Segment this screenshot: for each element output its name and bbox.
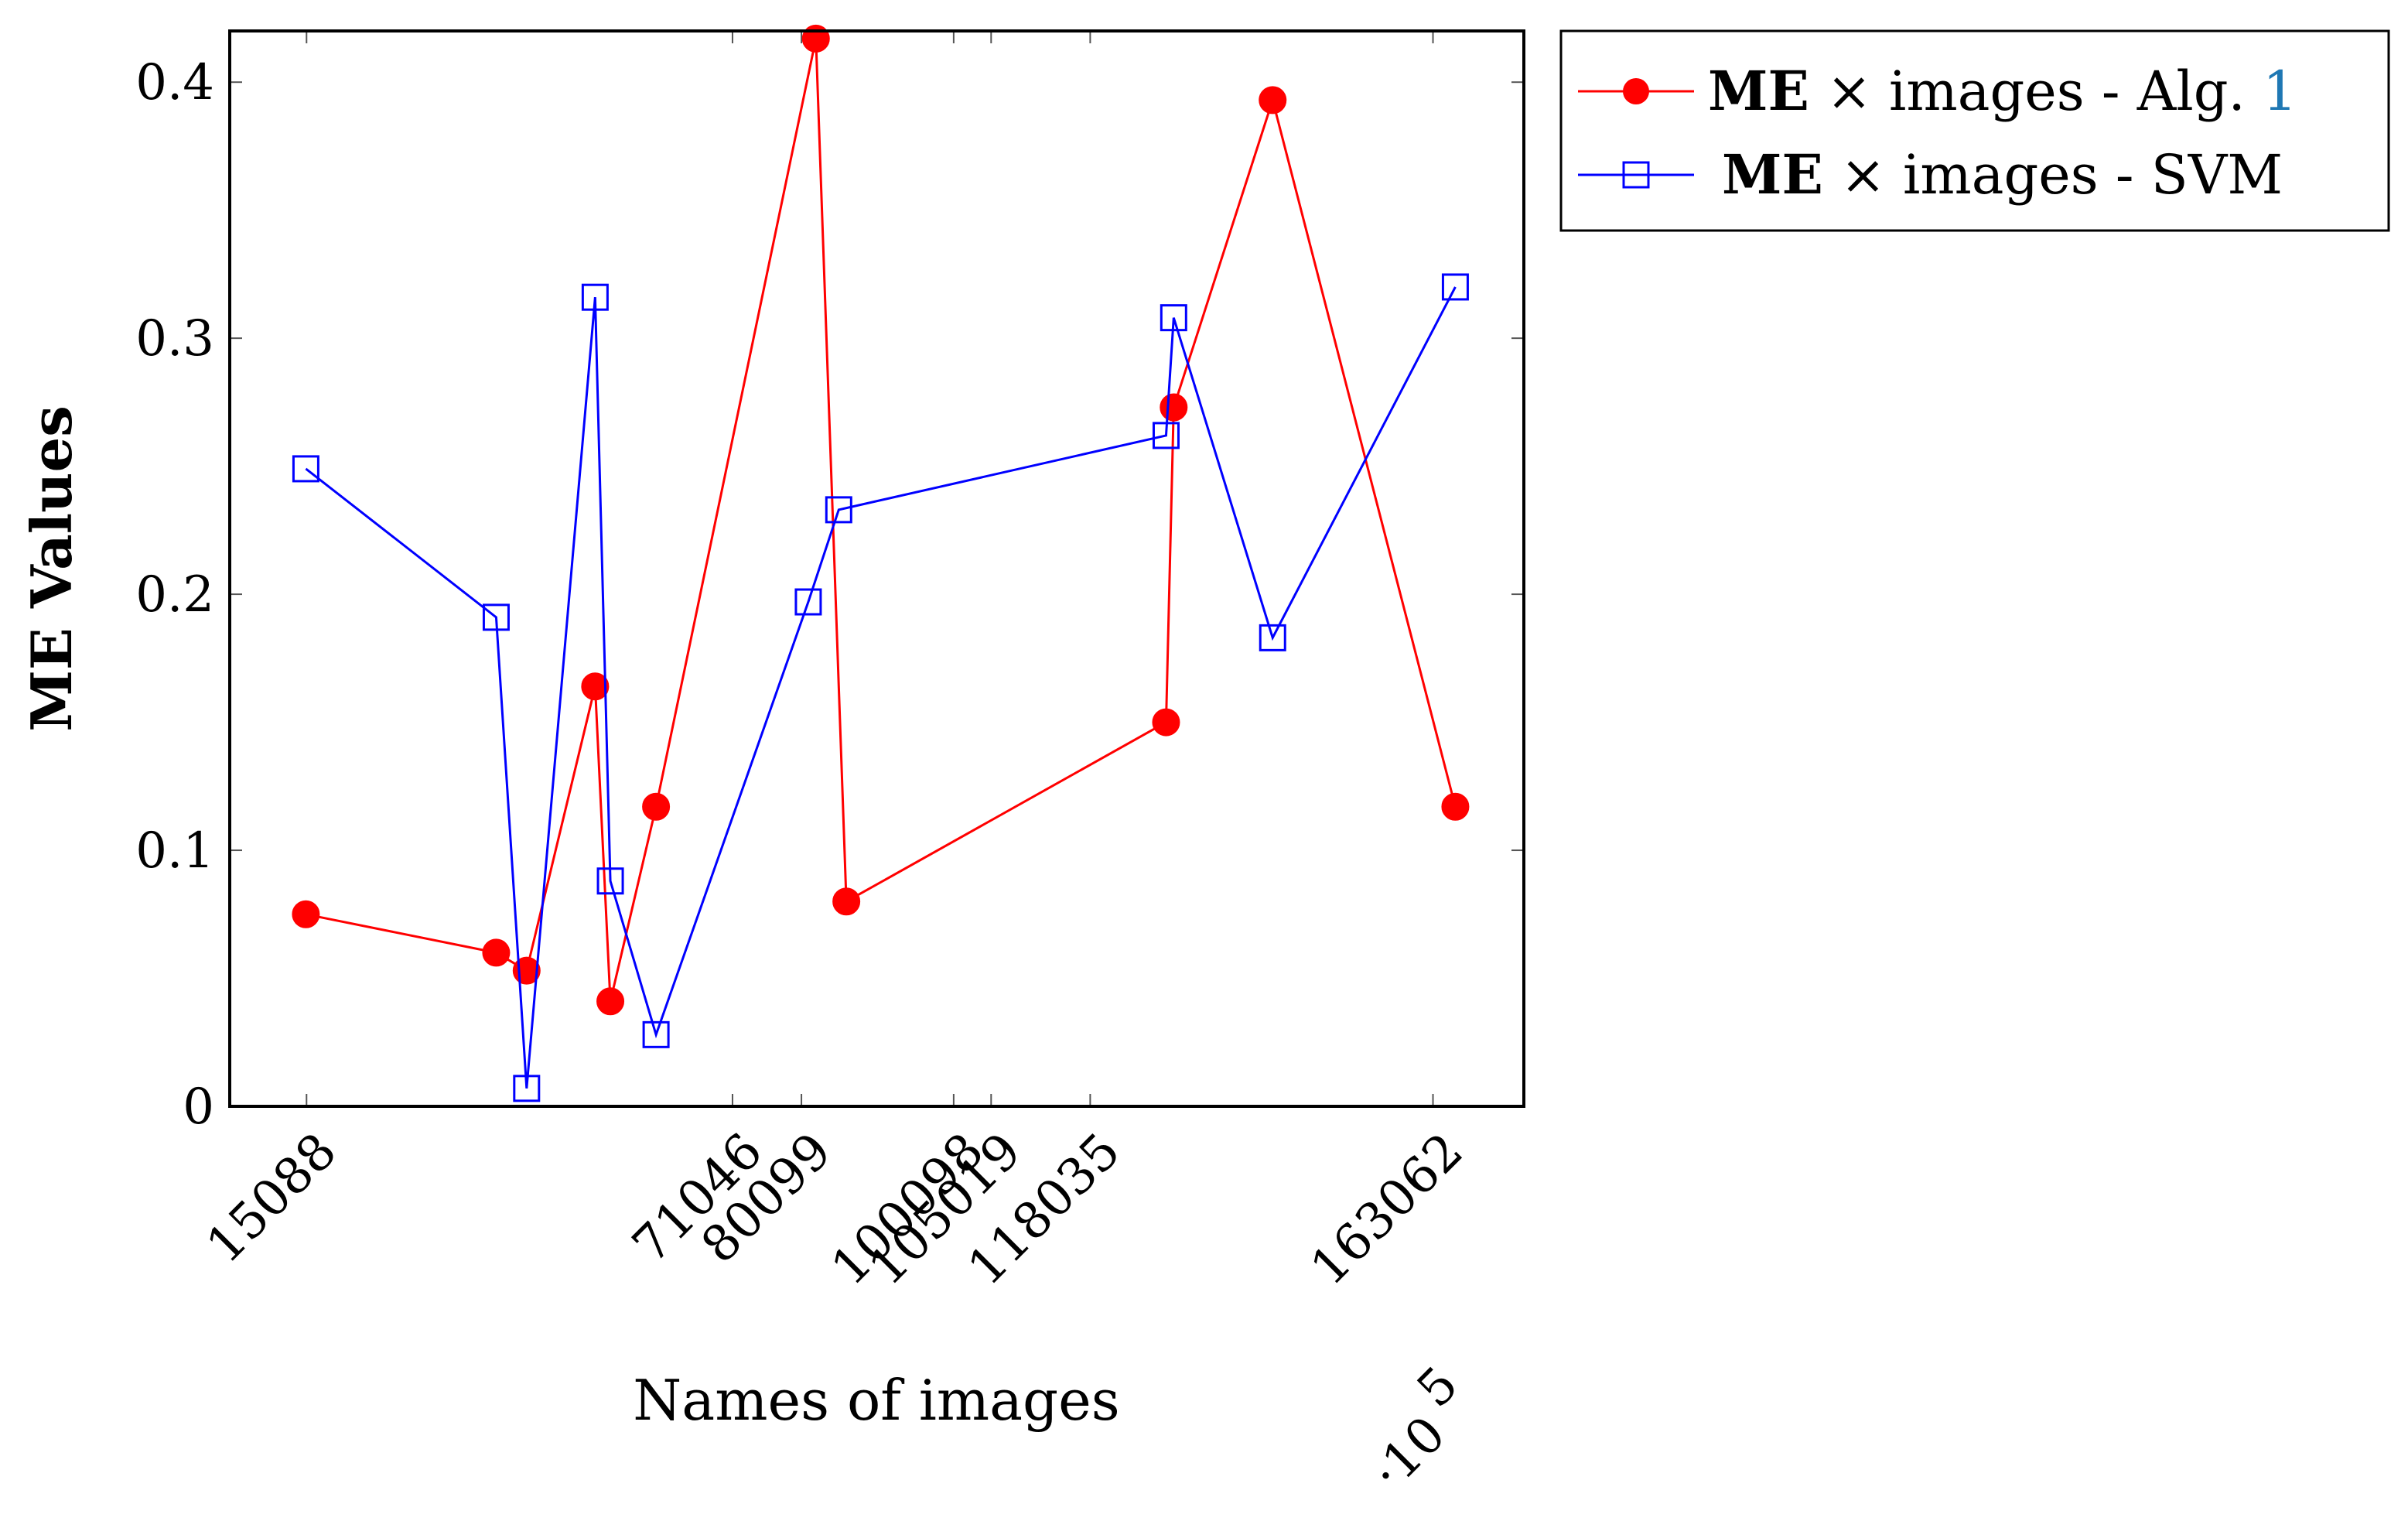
data-point [482, 938, 511, 967]
axis-ticks [230, 31, 1524, 1107]
legend-label-0: ME × images - Alg. 1 [1708, 59, 2297, 123]
legend: ME × images - Alg. 1 ME × images - SVM [1559, 29, 2390, 232]
y-tick-label: 0.3 [135, 310, 214, 367]
data-point [292, 455, 319, 483]
y-tick-label: 0.4 [135, 54, 214, 111]
data-point [513, 1075, 541, 1102]
x-multiplier-base: ·10 [1361, 1406, 1457, 1502]
data-point [1441, 792, 1470, 821]
series-line-1 [305, 286, 1457, 1089]
x-multiplier: ·10 5 [1361, 1356, 1470, 1502]
data-point [1152, 708, 1180, 737]
data-point [832, 887, 861, 916]
data-point [642, 1020, 670, 1048]
y-tick-label: 0.2 [135, 566, 214, 624]
data-point [596, 867, 624, 895]
data-point [292, 900, 320, 928]
legend-marker-1 [1622, 161, 1650, 189]
data-point [1441, 273, 1469, 301]
y-tick-label: 0.1 [135, 822, 214, 880]
x-axis-label: Names of images [633, 1368, 1119, 1433]
legend-box [1559, 29, 2390, 232]
data-point [581, 672, 610, 701]
data-point [1259, 86, 1287, 115]
plot-frame [228, 29, 1525, 1108]
data-point [1160, 304, 1187, 332]
legend-label-1: ME × images - SVM [1722, 142, 2283, 207]
y-tick-label: 0 [183, 1078, 214, 1136]
series-line-0 [306, 38, 1457, 1002]
data-point [1259, 624, 1286, 651]
data-point [1152, 422, 1180, 449]
data-point [596, 987, 625, 1016]
legend-entries: ME × images - Alg. 1 ME × images - SVM [1578, 59, 2297, 207]
data-point [794, 588, 822, 616]
y-axis-label: ME Values [19, 405, 84, 732]
data-point [642, 792, 671, 821]
series-layer [292, 24, 1470, 1102]
x-tick-label: 15088 [196, 1123, 347, 1274]
legend-marker-0 [1623, 78, 1649, 104]
x-tick-label: 163062 [1300, 1123, 1474, 1297]
data-point [581, 283, 609, 311]
data-point [482, 603, 510, 631]
data-point [1160, 393, 1188, 422]
data-point [825, 496, 852, 524]
